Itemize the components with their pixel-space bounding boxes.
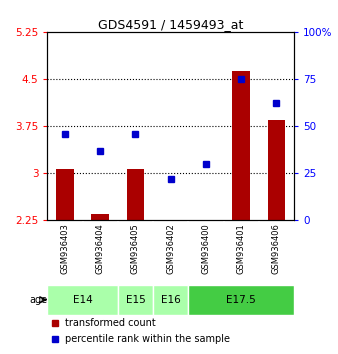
Text: age: age: [29, 295, 47, 305]
Text: GSM936402: GSM936402: [166, 224, 175, 274]
Text: GSM936401: GSM936401: [237, 224, 246, 274]
Title: GDS4591 / 1459493_at: GDS4591 / 1459493_at: [98, 18, 243, 31]
Text: E16: E16: [161, 295, 180, 305]
Bar: [197, 220, 215, 223]
Text: GSM936404: GSM936404: [96, 224, 105, 274]
Bar: [188, 285, 294, 315]
Text: percentile rank within the sample: percentile rank within the sample: [65, 334, 230, 344]
Text: GSM936403: GSM936403: [61, 224, 69, 274]
Bar: [56, 169, 74, 220]
Bar: [153, 285, 188, 315]
Text: E14: E14: [73, 295, 93, 305]
Text: GSM936406: GSM936406: [272, 224, 281, 274]
Bar: [268, 120, 285, 220]
Bar: [233, 71, 250, 220]
Bar: [118, 285, 153, 315]
Text: GSM936400: GSM936400: [201, 224, 211, 274]
Text: E17.5: E17.5: [226, 295, 256, 305]
Bar: [162, 220, 179, 223]
Bar: [91, 214, 109, 220]
Text: E15: E15: [125, 295, 145, 305]
Bar: [47, 285, 118, 315]
Bar: [127, 169, 144, 220]
Text: GSM936405: GSM936405: [131, 224, 140, 274]
Text: transformed count: transformed count: [65, 318, 155, 328]
